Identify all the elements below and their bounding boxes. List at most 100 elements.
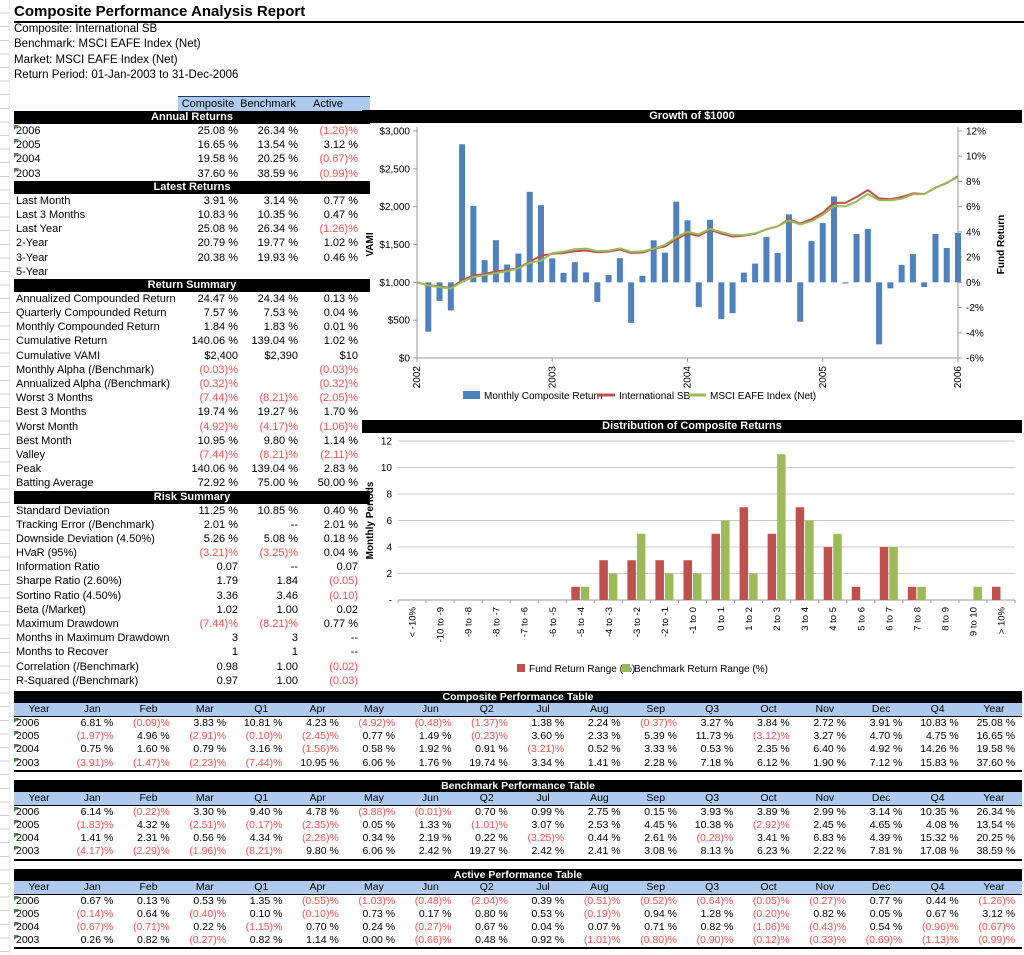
column-header: Q1 [254, 880, 269, 893]
benchmark-range-bar [721, 520, 730, 600]
value-cell [178, 265, 238, 279]
fund-range-bar [655, 560, 664, 600]
row-label: Tracking Error (/Benchmark) [16, 518, 155, 531]
distribution-chart-plot: 2 4 6 8 10 12 - < -10% -10 to -9 -9 to -8 -8 to -7… [365, 437, 1016, 675]
value-cell: 19.58 % [976, 743, 1016, 756]
column-header: Year [983, 880, 1005, 893]
value-cell: (7.44)% [199, 448, 238, 461]
value-cell: (1.56)% [302, 743, 339, 756]
svg-text:-10 to -9: -10 to -9 [436, 607, 447, 642]
column-header: Q2 [479, 880, 494, 893]
benchmark-range-bar [917, 586, 926, 600]
value-cell: (0.37)% [640, 717, 677, 729]
value-cell: 5.26 % [203, 532, 238, 545]
value-cell: 1 [291, 646, 298, 659]
value-cell: $2,390 [264, 349, 298, 362]
value-cell: (1.47)% [132, 756, 170, 769]
summary-row: Quarterly Compounded Return 7.57 % 7.53 % 0… [14, 306, 370, 320]
value-cell: 0.64 % [137, 907, 170, 920]
value-cell: (3.88)% [358, 805, 396, 818]
table-header-row: Year Jan Feb Mar Q1 Apr May Jun Q2 Jul Aug Sep Q3 Oct… [14, 880, 1022, 895]
summary-row: Months to Recover 1 1 -- [14, 645, 370, 659]
value-cell: 3.12 % [323, 139, 358, 152]
summary-row: Best 3 Months 19.74 % 19.27 % 1.70 % [14, 405, 370, 419]
row-label: Worst Month [16, 420, 79, 433]
row-label: Monthly Alpha (/Benchmark) [16, 363, 155, 376]
value-cell: 9.80 % [306, 845, 339, 858]
summary-row: Cumulative Return 140.06 % 139.04 % 1.02 % [14, 334, 370, 348]
column-header: Year [28, 880, 50, 893]
value-cell: -- [290, 561, 298, 574]
column-header: Oct [760, 791, 777, 804]
value-cell: 4.70 % [869, 730, 903, 743]
value-cell: (0.55)% [302, 894, 339, 907]
fund-range-bar [907, 586, 917, 600]
value-cell: (0.27)% [809, 894, 847, 907]
monthly-return-bar [898, 264, 905, 283]
value-cell: (0.10) [329, 589, 358, 602]
value-cell: 3.89 % [756, 805, 790, 818]
value-cell: 17.08 % [920, 845, 959, 858]
value-cell: 6.23 % [756, 845, 790, 858]
column-header: Nov [815, 791, 835, 804]
value-cell: 2.33 % [587, 730, 621, 743]
row-label: Downside Deviation (4.50%) [16, 532, 155, 545]
column-header: Feb [139, 791, 158, 804]
meta-market: Market: MSCI EAFE Index (Net) [14, 53, 178, 66]
value-cell: 2.61 % [644, 832, 677, 845]
value-cell: 24.34 % [257, 292, 298, 305]
monthly-return-bar [560, 272, 567, 283]
row-label: Last 3 Months [16, 208, 86, 221]
fund-range-bar [851, 586, 861, 600]
year-cell: 2004 [14, 832, 64, 845]
value-cell: 0.77 % [869, 894, 903, 907]
summary-column-headers: Composite Benchmark Active [178, 96, 370, 111]
column-header: Jul [536, 703, 550, 715]
value-cell: 0.91 % [475, 743, 508, 756]
table-header-row: Year Jan Feb Mar Q1 Apr May Jun Q2 Jul Aug Sep Q3 Oct… [14, 703, 1022, 717]
value-cell: (2.26)% [302, 832, 339, 845]
summary-row: Tracking Error (/Benchmark) 2.01 % -- 2.01 … [14, 518, 370, 532]
value-cell: (0.40)% [189, 907, 227, 920]
svg-text:Monthly Periods: Monthly Periods [365, 481, 376, 559]
svg-text:$1,500: $1,500 [379, 240, 410, 251]
monthly-return-bar [594, 282, 601, 303]
svg-text:1 to 2: 1 to 2 [744, 607, 755, 631]
value-cell: 2.31 % [137, 832, 170, 845]
value-cell: 0.07 [216, 561, 238, 574]
value-cell: (2.51)% [189, 818, 227, 831]
monthly-return-bar [492, 240, 499, 283]
column-header: Jan [83, 791, 101, 804]
distribution-chart-title: Distribution of Composite Returns [362, 420, 1022, 433]
value-cell: (0.05) [329, 575, 358, 588]
svg-text:2003: 2003 [547, 366, 558, 389]
value-cell: 0.82 % [813, 907, 847, 920]
column-header: Q2 [479, 703, 494, 715]
fund-range-bar [711, 533, 721, 600]
value-cell [298, 265, 358, 279]
monthly-return-bar [470, 205, 477, 283]
value-cell: 2.72 % [813, 717, 847, 729]
value-cell: 0.04 % [323, 307, 358, 320]
value-cell: 38.59 % [257, 167, 298, 180]
value-cell [238, 377, 298, 391]
monthly-return-bar [831, 196, 838, 283]
value-cell: 4.96 % [137, 730, 170, 743]
value-cell: (0.48)% [414, 894, 452, 907]
value-cell [238, 265, 298, 279]
svg-text:$2,000: $2,000 [379, 202, 410, 213]
value-cell: (0.03) [329, 674, 358, 687]
svg-text:> 10%: > 10% [996, 606, 1007, 634]
value-cell: (8.21)% [259, 392, 298, 405]
value-cell: 0.92 % [531, 934, 565, 947]
row-label: 3-Year [16, 251, 49, 264]
summary-row: Beta (/Market) 1.02 1.00 0.02 [14, 603, 370, 617]
column-header: Jan [83, 703, 101, 715]
value-cell: (0.32)% [199, 378, 238, 390]
column-header: Q1 [254, 791, 269, 804]
value-cell: -- [290, 518, 298, 531]
summary-row: Cumulative VAMI $2,400 $2,390 $10 [14, 349, 370, 363]
value-cell: (0.48)% [414, 717, 452, 729]
row-label: Annualized Alpha (/Benchmark) [16, 378, 171, 390]
value-cell: 19.74 % [197, 406, 238, 419]
